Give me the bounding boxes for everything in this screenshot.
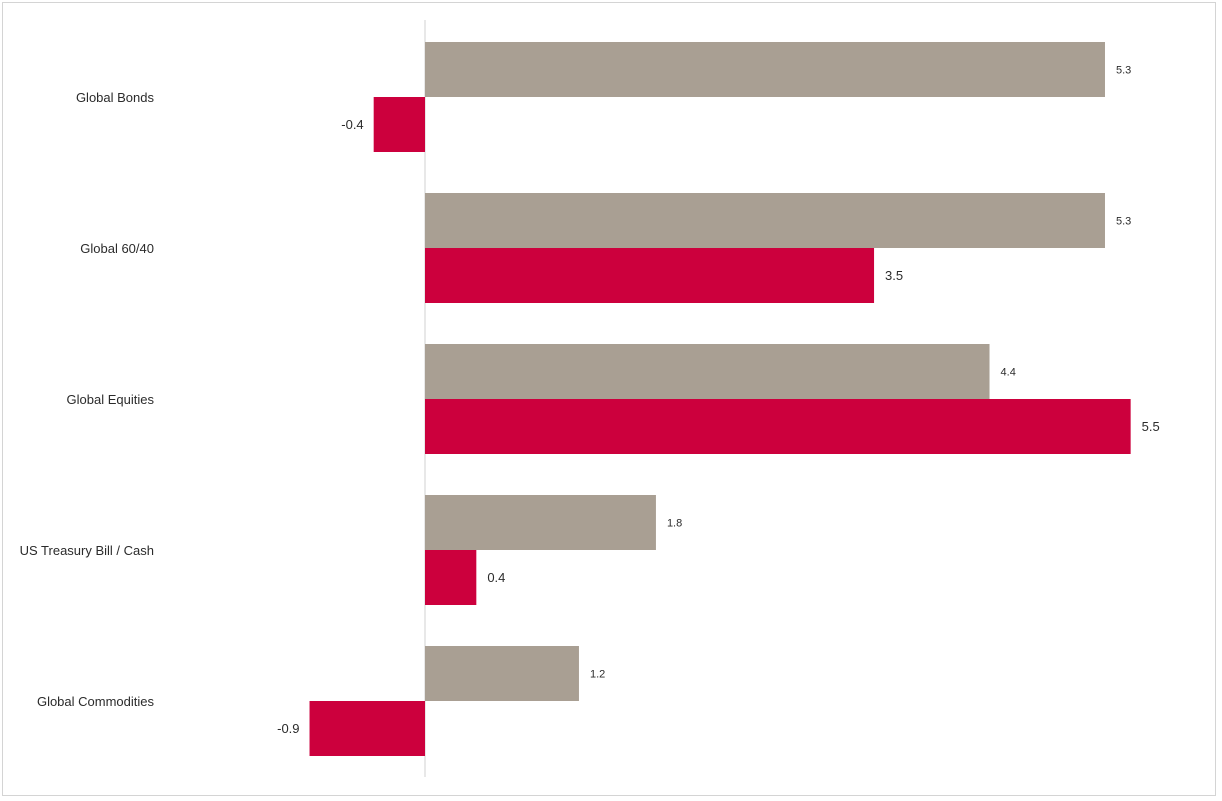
data-label-series-2: -0.4	[341, 117, 363, 132]
category-label: Global 60/40	[80, 241, 154, 256]
category-label: Global Equities	[67, 392, 155, 407]
category-label: US Treasury Bill / Cash	[20, 543, 154, 558]
data-label-series-1: 4.4	[1001, 366, 1016, 378]
data-label-series-1: 5.3	[1116, 215, 1131, 227]
data-label-series-1: 5.3	[1116, 64, 1131, 76]
bar-series-1	[425, 646, 579, 701]
category-label: Global Commodities	[37, 694, 155, 709]
bar-series-2	[309, 701, 425, 756]
bar-series-2	[425, 248, 875, 303]
data-label-series-2: 5.5	[1142, 419, 1160, 434]
data-label-series-2: 3.5	[885, 268, 903, 283]
bar-series-1	[425, 344, 990, 399]
bar-series-1	[425, 495, 656, 550]
category-label: Global Bonds	[76, 90, 155, 105]
data-label-series-2: -0.9	[277, 721, 299, 736]
bar-series-2	[373, 97, 425, 152]
bar-series-1	[425, 193, 1105, 248]
data-label-series-2: 0.4	[487, 570, 505, 585]
bar-series-2	[425, 399, 1131, 454]
bar-series-1	[425, 42, 1105, 97]
data-label-series-1: 1.8	[667, 517, 682, 529]
bar-series-2	[425, 550, 477, 605]
data-label-series-1: 1.2	[590, 668, 605, 680]
